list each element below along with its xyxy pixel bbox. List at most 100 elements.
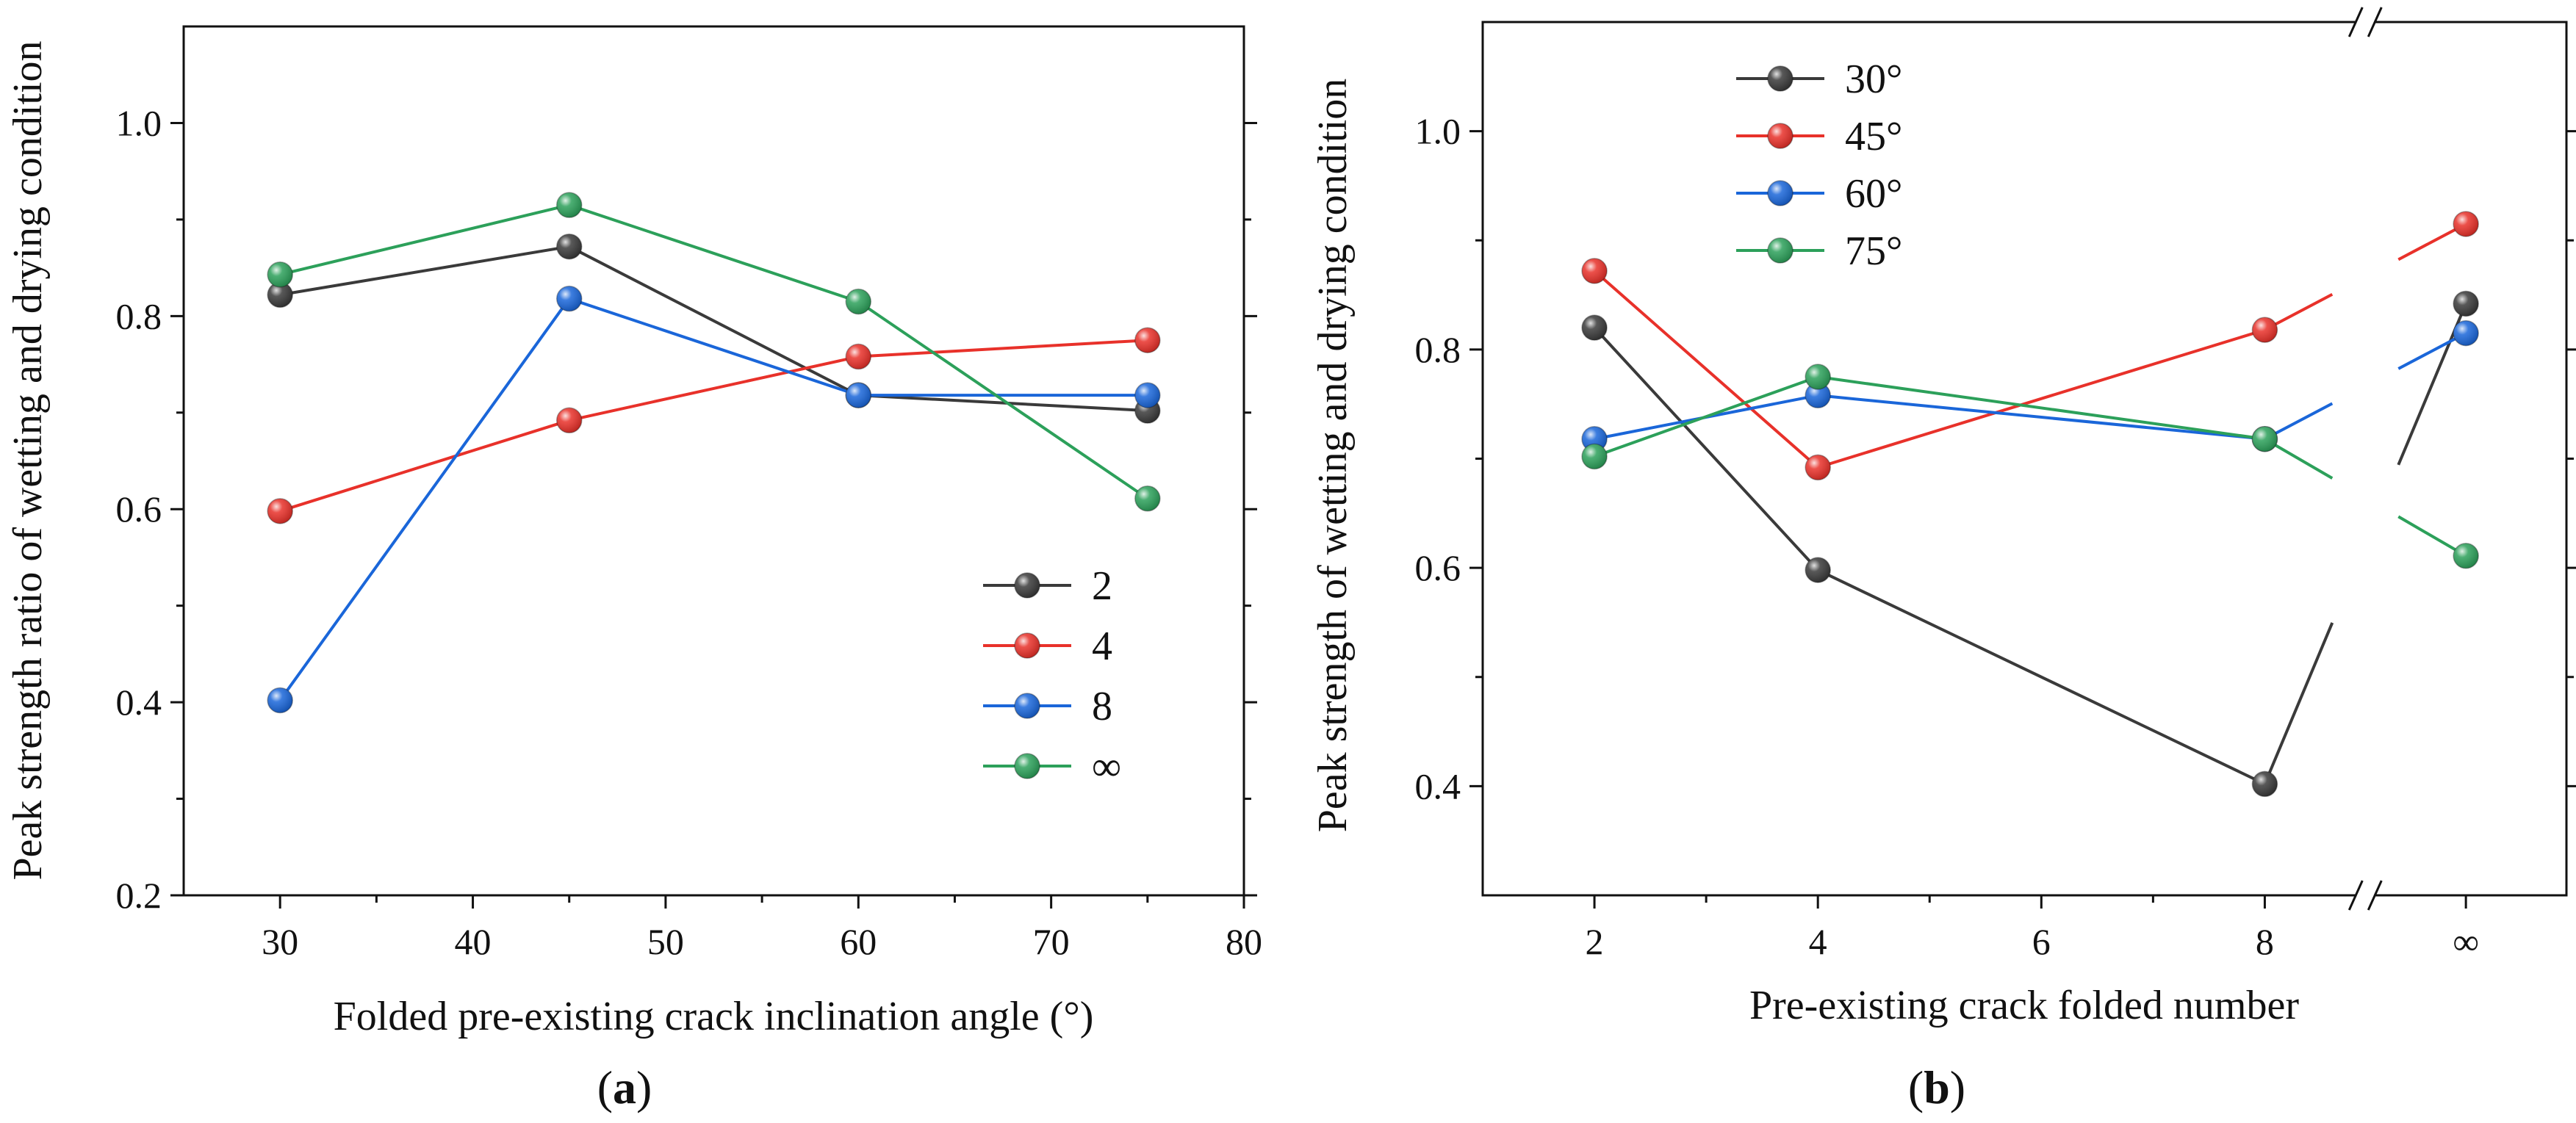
- legend-marker-a-3: [1014, 753, 1040, 779]
- legend-marker-a-2: [1014, 693, 1040, 719]
- panel-label-b: (b): [1908, 1061, 1965, 1113]
- series-b-3: [1581, 364, 2479, 569]
- x-tick-label-a-5: 80: [1226, 921, 1262, 962]
- series-line-a-3-2: [857, 300, 1148, 500]
- x-tick-label-b-2: 6: [2032, 921, 2051, 962]
- x-tick-label-a-0: 30: [262, 921, 298, 962]
- y-tick-label-b-2: 0.8: [1415, 329, 1461, 370]
- legend-item-a-0: 2: [983, 563, 1112, 609]
- series-line-b-2-2b: [2397, 331, 2467, 370]
- panel-label-a: (a): [597, 1061, 652, 1113]
- data-point-a-2-1: [555, 285, 583, 312]
- data-point-b-1-1: [1805, 454, 1831, 481]
- x-tick-label-a-4: 70: [1033, 921, 1070, 962]
- y-tick-label-a-4: 1.0: [116, 102, 162, 143]
- data-point-b-0-0: [1581, 314, 1608, 341]
- legend-item-a-1: 4: [983, 624, 1112, 669]
- x-tick-label-a-1: 40: [455, 921, 492, 962]
- series-line-b-2-1: [1817, 394, 2265, 441]
- legend-marker-a-1: [1014, 632, 1040, 659]
- plot-frame-b: [1481, 21, 2568, 897]
- data-point-b-3-2: [2251, 425, 2278, 452]
- legend-item-a-2: 8: [983, 684, 1112, 729]
- legend-a: 2 4 8 ∞: [983, 563, 1121, 790]
- x-axis-title-a: Folded pre-existing crack inclination an…: [334, 994, 1094, 1039]
- x-axis-title-b: Pre-existing crack folded number: [1749, 983, 2299, 1028]
- x-tick-label-b-3: 8: [2256, 921, 2274, 962]
- legend-label-a-2: 8: [1092, 684, 1112, 729]
- y-axis-title-b: Peak strength of wetting and drying cond…: [1310, 79, 1356, 832]
- y-tick-label-b-3: 1.0: [1415, 111, 1461, 152]
- legend-label-a-1: 4: [1092, 624, 1112, 669]
- series-line-a-2-1: [569, 297, 859, 397]
- series-line-a-0-0: [279, 245, 570, 297]
- legend-marker-a-0: [1014, 572, 1040, 599]
- x-tick-label-b-1: 4: [1809, 921, 1827, 962]
- legend-item-a-3: ∞: [983, 744, 1121, 790]
- data-point-b-0-2: [2251, 770, 2278, 798]
- x-tick-label-b-4: ∞: [2453, 921, 2479, 962]
- series-a-3: [267, 192, 1161, 512]
- legend-item-b-1: 45°: [1736, 114, 1902, 159]
- legend-label-b-1: 45°: [1845, 114, 1902, 159]
- series-b-0: [1581, 290, 2479, 798]
- series-line-a-1-1: [569, 355, 859, 422]
- axis-break-top: [2347, 7, 2383, 37]
- y-tick-label-a-1: 0.4: [116, 682, 162, 723]
- series-line-a-3-1: [569, 203, 859, 303]
- data-point-b-3-1: [1805, 364, 1831, 390]
- series-line-a-0-1: [568, 245, 860, 397]
- series-line-b-3-0: [1594, 375, 1818, 458]
- y-tick-label-a-0: 0.2: [116, 875, 162, 916]
- data-point-a-0-1: [555, 233, 583, 260]
- series-line-b-1-2a: [2264, 292, 2334, 331]
- legend-marker-b-2: [1767, 180, 1794, 206]
- series-line-b-1-2b: [2397, 223, 2467, 261]
- data-point-b-2-1: [1805, 382, 1831, 409]
- series-line-b-1-1: [1817, 328, 2266, 469]
- y-tick-label-b-0: 0.4: [1415, 765, 1461, 806]
- y-tick-label-a-2: 0.6: [116, 488, 162, 530]
- y-axis-title-a: Peak strength ratio of wetting and dryin…: [5, 40, 51, 880]
- data-point-a-3-2: [845, 288, 872, 315]
- data-point-a-1-0: [267, 498, 293, 524]
- legend-marker-b-1: [1767, 123, 1794, 149]
- data-point-a-1-2: [845, 343, 872, 370]
- legend-label-b-3: 75°: [1845, 228, 1902, 274]
- chart-panel-b: 2 4 6 8 ∞ 0.4 0.6 0.8 1.0 30° 45° 60° 75° Pre-exist…: [1310, 7, 2576, 1113]
- legend-item-b-3: 75°: [1736, 228, 1902, 274]
- series-line-b-3-1: [1817, 375, 2265, 441]
- series-line-b-1-0: [1593, 270, 1819, 469]
- data-point-a-3-1: [555, 192, 583, 218]
- data-point-a-1-1: [555, 407, 583, 434]
- series-line-b-3-2b: [2397, 515, 2467, 557]
- legend-label-a-3: ∞: [1092, 744, 1121, 790]
- series-line-a-1-0: [279, 419, 570, 513]
- series-a-2: [267, 285, 1161, 714]
- series-line-a-2-0: [278, 297, 571, 701]
- chart-panel-a: 30 40 50 60 70 80 0.2 0.4 0.6 0.8 1.0 2 4 8 ∞ Folded …: [5, 25, 1262, 1113]
- data-point-b-1-3: [2453, 211, 2479, 237]
- series-line-b-3-2a: [2264, 438, 2334, 480]
- data-point-b-0-1: [1805, 557, 1831, 583]
- y-tick-label-a-3: 0.8: [116, 295, 162, 336]
- x-tick-label-a-3: 60: [840, 921, 877, 962]
- series-line-a-3-0: [279, 203, 570, 276]
- x-tick-label-b-0: 2: [1586, 921, 1604, 962]
- series-a-1: [267, 327, 1161, 524]
- legend-marker-b-3: [1767, 237, 1794, 264]
- axis-break-bottom: [2347, 880, 2383, 911]
- data-point-a-2-0: [267, 687, 293, 714]
- x-tick-label-a-2: 50: [647, 921, 684, 962]
- legend-label-b-2: 60°: [1845, 171, 1902, 217]
- data-point-a-3-3: [1134, 485, 1161, 512]
- data-point-b-2-3: [2453, 319, 2479, 347]
- series-line-a-1-2: [858, 339, 1148, 358]
- data-point-a-3-0: [267, 261, 293, 288]
- series-b-2: [1581, 319, 2479, 452]
- series-line-b-2-2a: [2264, 402, 2334, 441]
- legend-label-b-0: 30°: [1845, 57, 1902, 102]
- data-point-a-1-3: [1134, 327, 1161, 353]
- plot-frame-a: [182, 25, 1245, 897]
